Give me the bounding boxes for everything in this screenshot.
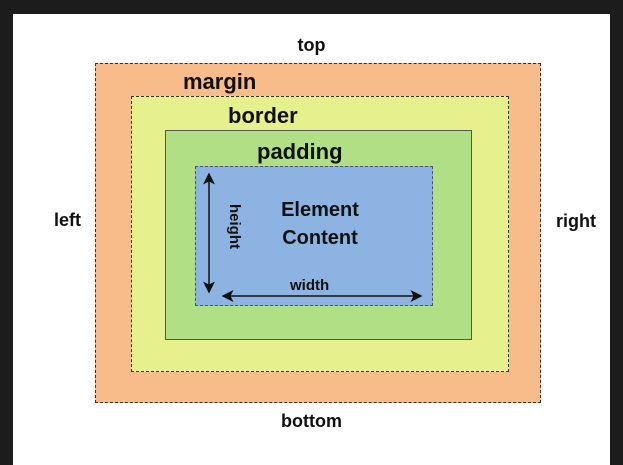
content-box [195,166,433,306]
left-label: left [54,210,81,230]
top-label: top [297,35,326,55]
border-label: border [228,103,298,128]
bottom-label: bottom [281,411,342,431]
right-label: right [556,211,596,231]
box-model-diagram: top bottom left right margin border padd… [13,14,610,465]
width-label: width [290,277,330,294]
element-content-label: Element Content [195,196,445,252]
dimension-arrows [203,172,423,302]
margin-label: margin [183,69,257,94]
padding-label: padding [257,139,343,164]
element-content-line2: Content [282,227,358,249]
element-content-line1: Element [281,199,359,221]
